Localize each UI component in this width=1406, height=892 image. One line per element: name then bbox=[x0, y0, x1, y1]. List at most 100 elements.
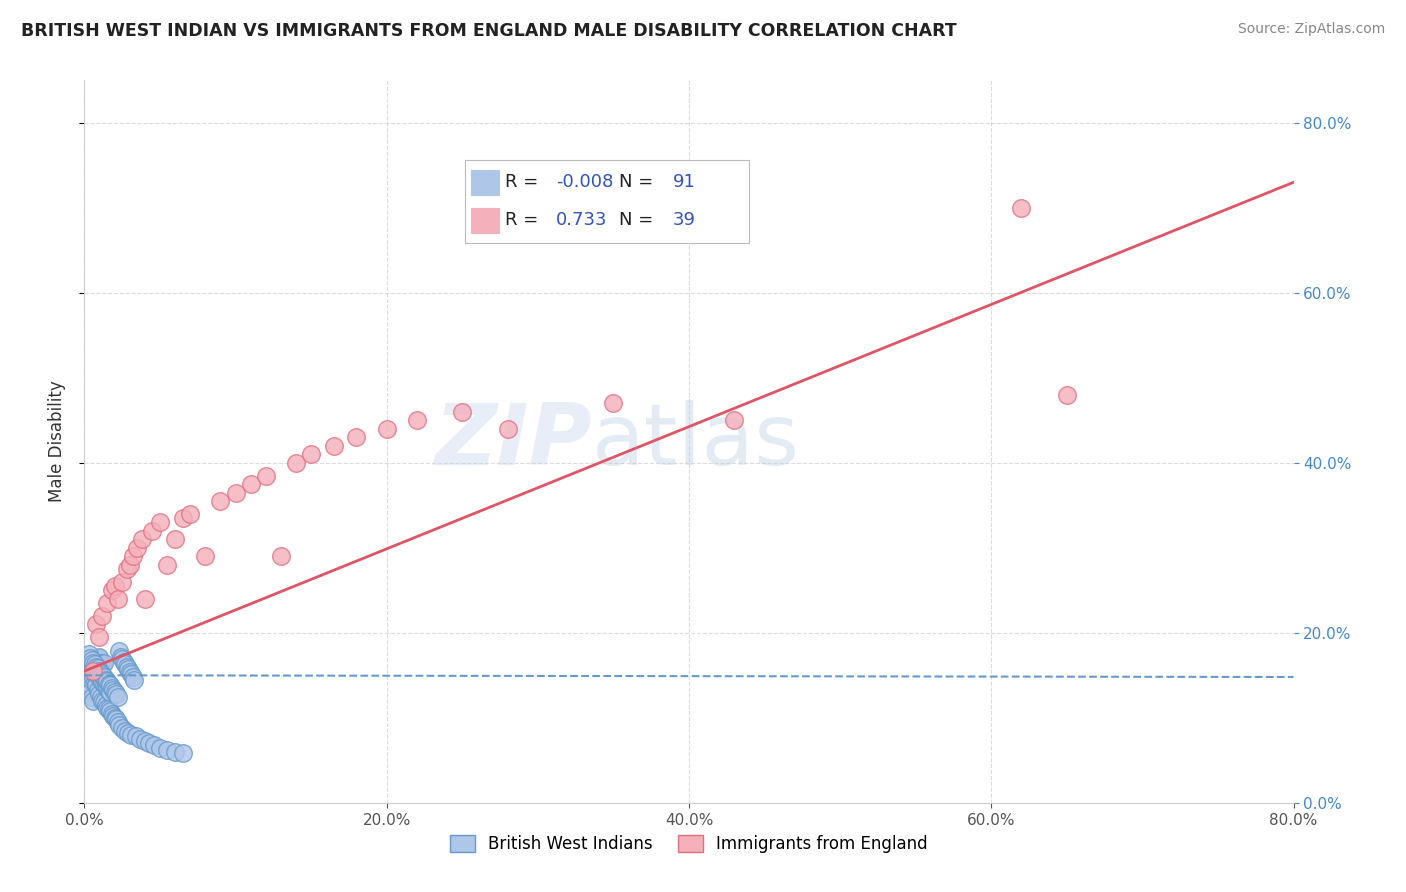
Point bbox=[496, 422, 519, 436]
Point bbox=[104, 685, 127, 699]
Point bbox=[111, 652, 134, 666]
Point bbox=[172, 511, 194, 525]
Point bbox=[101, 709, 124, 723]
Point bbox=[93, 670, 115, 684]
Point bbox=[91, 694, 114, 708]
Point bbox=[111, 721, 134, 735]
Point bbox=[82, 670, 104, 684]
Point bbox=[80, 690, 103, 704]
Point bbox=[80, 673, 103, 687]
Point bbox=[134, 733, 156, 747]
Point bbox=[91, 658, 114, 673]
Point bbox=[89, 630, 111, 644]
Point bbox=[121, 670, 143, 684]
Point bbox=[179, 507, 201, 521]
Point bbox=[98, 704, 121, 718]
Point bbox=[149, 516, 172, 530]
Point bbox=[285, 456, 308, 470]
Point bbox=[89, 687, 111, 701]
Point bbox=[165, 745, 187, 759]
Point bbox=[90, 673, 112, 687]
Point bbox=[107, 690, 129, 704]
Point bbox=[96, 674, 118, 689]
Point bbox=[82, 656, 104, 670]
Legend: British West Indians, Immigrants from England: British West Indians, Immigrants from En… bbox=[443, 828, 935, 860]
Point bbox=[98, 685, 121, 699]
Point bbox=[105, 687, 128, 701]
Point bbox=[1011, 201, 1033, 215]
Point bbox=[94, 673, 117, 687]
Point bbox=[86, 664, 108, 678]
Point bbox=[84, 666, 107, 681]
Point bbox=[122, 673, 145, 687]
Point bbox=[91, 608, 114, 623]
Point bbox=[80, 653, 103, 667]
Point bbox=[156, 743, 179, 757]
Point bbox=[77, 647, 100, 661]
Point bbox=[97, 702, 120, 716]
Point bbox=[82, 660, 104, 674]
Point bbox=[96, 596, 118, 610]
Point bbox=[131, 533, 153, 547]
Point bbox=[121, 549, 143, 564]
Point bbox=[82, 694, 104, 708]
Point bbox=[94, 698, 117, 712]
Point bbox=[77, 677, 100, 691]
Point bbox=[270, 549, 292, 564]
Point bbox=[118, 558, 141, 572]
Point bbox=[87, 661, 110, 675]
Point bbox=[120, 667, 142, 681]
Point bbox=[86, 660, 108, 674]
Point bbox=[120, 728, 142, 742]
Point bbox=[79, 668, 101, 682]
Point bbox=[89, 649, 111, 664]
Point bbox=[94, 678, 117, 692]
Point bbox=[129, 732, 152, 747]
Point bbox=[82, 664, 104, 678]
Point bbox=[117, 726, 139, 740]
Point bbox=[322, 439, 344, 453]
Point bbox=[239, 477, 262, 491]
Point bbox=[86, 678, 108, 692]
Point bbox=[172, 747, 194, 761]
Point bbox=[91, 668, 114, 682]
Point bbox=[86, 653, 108, 667]
Point bbox=[80, 664, 103, 678]
Point bbox=[115, 562, 138, 576]
Point bbox=[100, 583, 122, 598]
Point bbox=[79, 685, 101, 699]
Point bbox=[127, 541, 149, 555]
Point bbox=[84, 657, 107, 672]
Point bbox=[375, 422, 398, 436]
Point bbox=[602, 396, 624, 410]
Point bbox=[299, 447, 322, 461]
Point bbox=[117, 662, 139, 676]
Point bbox=[97, 677, 120, 691]
Point bbox=[87, 668, 110, 682]
Text: atlas: atlas bbox=[592, 400, 800, 483]
Point bbox=[90, 665, 112, 680]
Point bbox=[98, 678, 121, 692]
Point bbox=[142, 738, 165, 752]
Point bbox=[451, 405, 474, 419]
Point bbox=[1056, 388, 1078, 402]
Point bbox=[114, 723, 136, 738]
Point bbox=[76, 681, 98, 695]
Point bbox=[118, 665, 141, 679]
Point bbox=[89, 664, 111, 678]
Point bbox=[87, 682, 110, 697]
Point bbox=[254, 468, 277, 483]
Point bbox=[105, 713, 128, 727]
Point bbox=[100, 681, 122, 695]
Point bbox=[115, 660, 138, 674]
Point bbox=[346, 430, 368, 444]
Point bbox=[125, 730, 148, 744]
Point bbox=[141, 524, 163, 538]
Point bbox=[225, 485, 247, 500]
Point bbox=[194, 549, 217, 564]
Point bbox=[84, 674, 107, 689]
Point bbox=[107, 714, 129, 729]
Point bbox=[87, 651, 110, 665]
Point bbox=[138, 736, 160, 750]
Point bbox=[104, 579, 127, 593]
